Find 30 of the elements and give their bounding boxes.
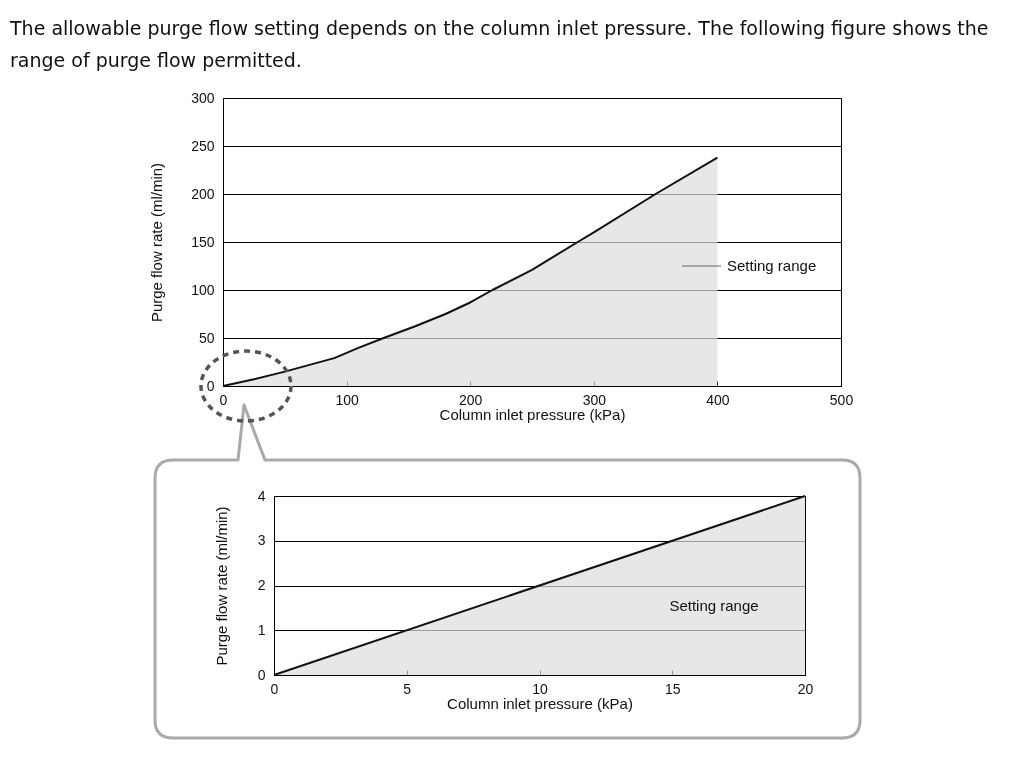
y-tick-label: 1 xyxy=(257,621,266,638)
y-tick-label: 300 xyxy=(191,89,215,106)
y-tick-label: 0 xyxy=(257,666,266,683)
x-tick-label: 100 xyxy=(335,391,359,408)
x-axis-title: Column inlet pressure (kPa) xyxy=(439,405,626,423)
x-tick-label: 400 xyxy=(706,391,730,408)
y-tick-label: 200 xyxy=(191,185,215,202)
x-tick-label: 300 xyxy=(582,391,607,408)
y-tick-label: 250 xyxy=(191,137,215,154)
x-tick-label: 200 xyxy=(459,391,483,408)
x-tick-label: 0 xyxy=(219,391,228,408)
x-tick-label: 5 xyxy=(403,680,412,697)
x-tick-label: 15 xyxy=(664,680,681,697)
annotation: Setting range xyxy=(727,257,817,274)
x-tick-label: 20 xyxy=(797,680,814,697)
y-tick-label: 50 xyxy=(198,329,215,346)
y-tick-label: 0 xyxy=(206,377,215,394)
x-tick-label: 10 xyxy=(532,680,548,697)
y-tick-label: 4 xyxy=(257,487,266,504)
x-tick-label: 0 xyxy=(270,680,279,697)
x-tick-label: 500 xyxy=(829,391,854,408)
y-axis-title: Purge flow rate (ml/min) xyxy=(212,506,230,666)
x-axis-title: Column inlet pressure (kPa) xyxy=(447,694,633,712)
y-tick-label: 100 xyxy=(191,281,215,298)
chart-title: The allowable purge flow setting depends on the column inlet pressure. The following figure shows the range of purge flow permitted. xyxy=(10,16,990,73)
y-tick-label: 150 xyxy=(191,233,215,250)
y-axis-title: Purge flow rate (ml/min) xyxy=(148,162,166,323)
y-tick-label: 2 xyxy=(257,577,266,593)
annotation: Setting range xyxy=(669,597,759,614)
y-tick-label: 3 xyxy=(257,532,266,549)
